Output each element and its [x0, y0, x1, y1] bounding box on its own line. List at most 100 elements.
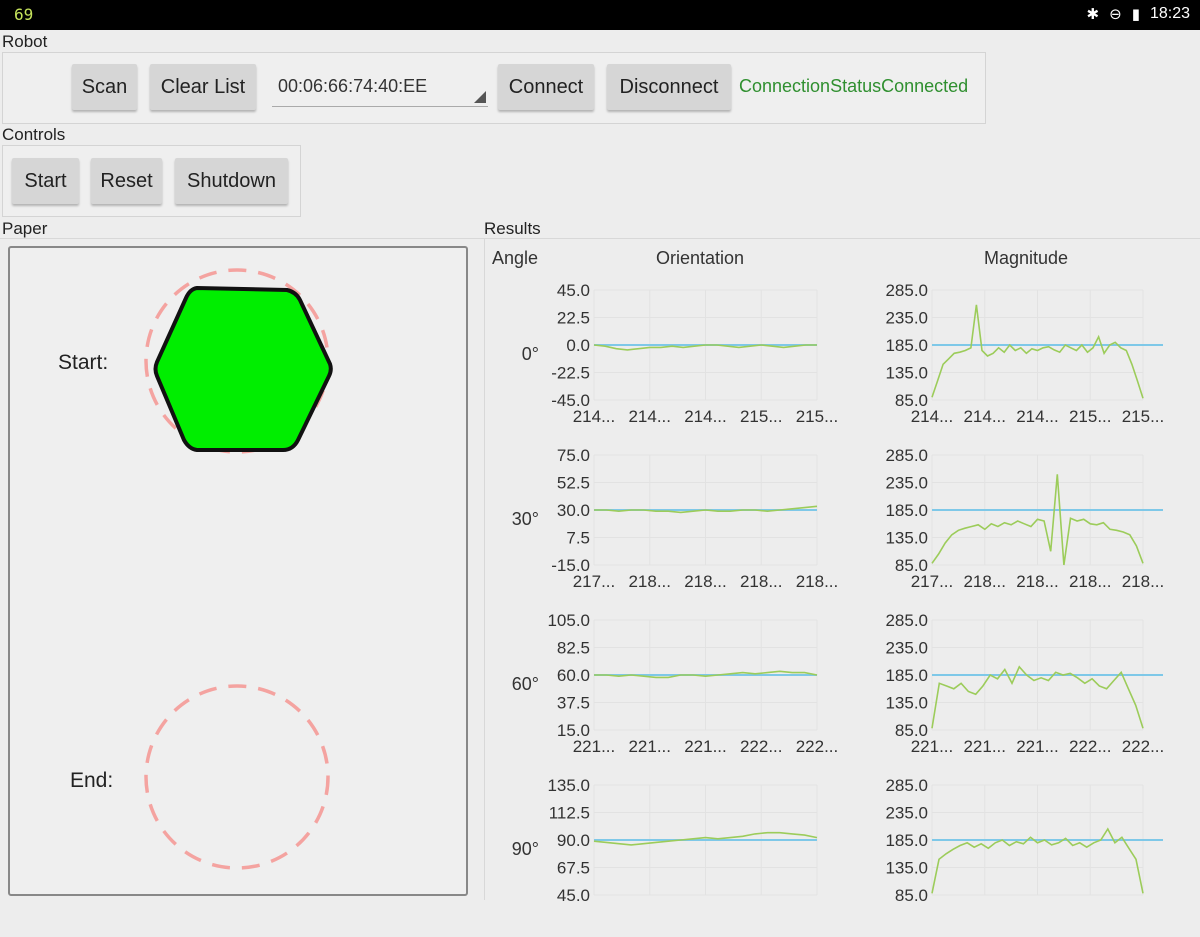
- device-select-value: 00:06:66:74:40:EE: [278, 76, 428, 96]
- y-tick-label: 82.5: [557, 639, 590, 658]
- x-tick-label: 218...: [740, 572, 783, 591]
- y-tick-label: 112.5: [549, 804, 590, 823]
- y-tick-label: 135.0: [885, 529, 928, 548]
- y-tick-label: 235.0: [885, 639, 928, 658]
- data-series-line: [931, 665, 1144, 729]
- x-tick-label: 214...: [573, 407, 616, 426]
- y-tick-label: 30.0: [557, 501, 590, 520]
- x-tick-label: 218...: [1016, 572, 1059, 591]
- x-tick-label: 221...: [573, 737, 616, 756]
- x-tick-label: 218...: [963, 572, 1006, 591]
- data-series-line: [593, 344, 817, 351]
- paper-section-label: Paper: [2, 219, 48, 238]
- y-tick-label: 235.0: [885, 804, 928, 823]
- angle-label-0: 0°: [521, 344, 539, 364]
- y-tick-label: 135.0: [885, 364, 928, 383]
- x-tick-label: 214...: [1016, 407, 1059, 426]
- y-tick-label: 185.0: [885, 336, 928, 355]
- shutdown-button[interactable]: Shutdown: [175, 158, 288, 204]
- start-label: Start:: [58, 351, 109, 374]
- x-tick-label: 214...: [684, 407, 727, 426]
- data-series-line: [594, 505, 818, 514]
- x-tick-label: 222...: [1069, 737, 1112, 756]
- result-chart: 285.0 235.0 185.0 135.0 85.0: [885, 777, 1163, 905]
- y-tick-label: 285.0: [885, 612, 928, 630]
- results-section-label: Results: [484, 219, 541, 238]
- angle-label-90: 90°: [511, 839, 539, 859]
- section-divider: [0, 238, 1200, 239]
- y-tick-label: -15.0: [551, 556, 590, 575]
- x-tick-label: 222...: [1122, 737, 1165, 756]
- disconnect-button[interactable]: Disconnect: [607, 64, 731, 110]
- end-target-circle: [144, 684, 330, 870]
- y-tick-label: 235.0: [885, 309, 928, 328]
- x-tick-label: 215...: [1122, 407, 1165, 426]
- angle-header: Angle: [492, 248, 539, 268]
- y-tick-label: 135.0: [885, 859, 928, 878]
- end-label: End:: [70, 769, 114, 792]
- battery-icon: ▮: [1131, 6, 1140, 23]
- x-tick-label: 221...: [628, 737, 671, 756]
- y-tick-label: 185.0: [885, 666, 928, 685]
- y-tick-label: 105.0: [547, 612, 590, 630]
- device-select[interactable]: 00:06:66:74:40:EE: [272, 70, 488, 107]
- x-tick-label: 218...: [1069, 572, 1112, 591]
- y-tick-label: -45.0: [551, 391, 590, 410]
- notification-badge: 69: [14, 5, 34, 24]
- dropdown-arrow-icon: [474, 91, 486, 103]
- y-tick-label: 52.5: [557, 474, 590, 493]
- y-tick-label: 37.5: [557, 694, 590, 713]
- x-tick-label: 215...: [740, 407, 783, 426]
- x-tick-label: 214...: [911, 407, 954, 426]
- x-tick-label: 221...: [1016, 737, 1059, 756]
- x-tick-label: 222...: [740, 737, 783, 756]
- y-tick-label: 60.0: [557, 666, 590, 685]
- data-series-line: [593, 831, 818, 846]
- x-tick-label: 221...: [684, 737, 727, 756]
- result-chart: 135.0 112.5 90.0 67.5 45.0: [547, 777, 818, 905]
- angle-label-30: 30°: [511, 509, 539, 529]
- angle-label-60: 60°: [511, 674, 539, 694]
- x-tick-label: 221...: [963, 737, 1006, 756]
- x-tick-label: 215...: [1069, 407, 1112, 426]
- scan-button[interactable]: Scan: [72, 64, 137, 110]
- x-tick-label: 218...: [628, 572, 671, 591]
- y-tick-label: 0.0: [566, 336, 590, 355]
- data-series-line: [931, 474, 1144, 566]
- do-not-disturb-icon: ⊖: [1109, 6, 1122, 23]
- orientation-header: Orientation: [656, 248, 745, 268]
- x-tick-label: 218...: [684, 572, 727, 591]
- y-tick-label: 85.0: [895, 391, 928, 410]
- status-icons: ✱ ⊖ ▮ 18:23: [1087, 5, 1190, 23]
- start-button[interactable]: Start: [12, 158, 79, 204]
- results-divider: [484, 238, 485, 900]
- x-tick-label: 221...: [911, 737, 954, 756]
- x-tick-label: 214...: [963, 407, 1006, 426]
- y-tick-label: 285.0: [885, 447, 928, 465]
- y-tick-label: 285.0: [885, 282, 928, 300]
- x-tick-label: 218...: [796, 572, 839, 591]
- reset-button[interactable]: Reset: [91, 158, 162, 204]
- connect-button[interactable]: Connect: [498, 64, 594, 110]
- paper-drawing: [144, 268, 333, 870]
- y-tick-label: 45.0: [557, 886, 590, 905]
- robot-hexagon-shape: [153, 285, 333, 452]
- x-tick-label: 218...: [1122, 572, 1165, 591]
- data-series-line: [931, 304, 1144, 399]
- y-tick-label: 45.0: [557, 282, 590, 300]
- y-tick-label: 75.0: [557, 447, 590, 465]
- y-tick-label: 235.0: [885, 474, 928, 493]
- y-tick-label: -22.5: [551, 364, 590, 383]
- y-tick-label: 67.5: [557, 859, 590, 878]
- connection-status: ConnectionStatusConnected: [739, 76, 969, 96]
- y-tick-label: 185.0: [885, 831, 928, 850]
- x-tick-label: 222...: [796, 737, 839, 756]
- x-tick-label: 217...: [911, 572, 954, 591]
- clear-list-button[interactable]: Clear List: [150, 64, 256, 110]
- y-tick-label: 85.0: [895, 886, 928, 905]
